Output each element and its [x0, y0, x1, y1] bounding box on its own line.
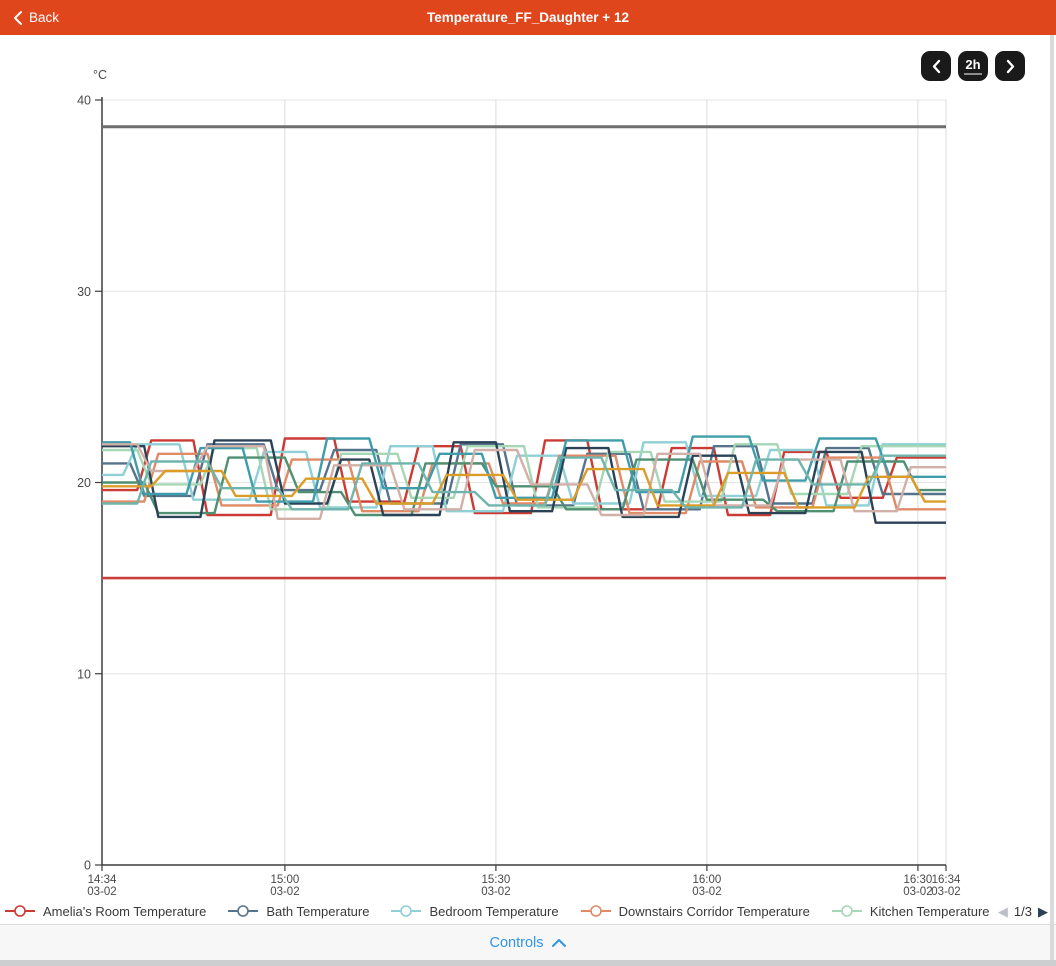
series-line: [102, 437, 946, 517]
series-line: [102, 443, 946, 511]
controls-toggle[interactable]: Controls: [490, 935, 567, 951]
x-tick-date: 03-02: [903, 886, 932, 898]
legend-items: Amelia's Room Temperature Bath Temperatur…: [0, 904, 994, 919]
range-duration-button[interactable]: 2h: [958, 51, 988, 81]
series-line: [102, 441, 946, 513]
x-tick-date: 03-02: [692, 886, 721, 898]
right-edge-strip: [1050, 35, 1054, 960]
legend-label: Kitchen Temperature: [869, 903, 990, 919]
y-tick-label: 30: [77, 285, 91, 299]
legend-item[interactable]: Kitchen Temperature: [831, 903, 990, 919]
range-next-button[interactable]: [995, 51, 1025, 81]
x-tick-time: 14:34: [88, 874, 117, 886]
y-tick-label: 10: [77, 667, 91, 681]
legend-marker-icon: [228, 905, 259, 917]
legend-page-indicator: 1/3: [1013, 903, 1032, 919]
x-tick-time: 16:30: [904, 874, 933, 886]
legend-label: Bedroom Temperature: [429, 903, 559, 919]
chevron-left-icon: [932, 59, 940, 73]
legend-item[interactable]: Bath Temperature: [228, 904, 369, 919]
y-tick-label: 40: [77, 94, 91, 108]
series-line: [102, 454, 946, 511]
x-tick-date: 03-02: [481, 886, 510, 898]
header-bar: Back Temperature_FF_Daughter + 12: [0, 0, 1056, 35]
range-selector: 2h: [921, 51, 1025, 81]
legend-marker-icon: [391, 905, 422, 917]
x-tick-date: 03-02: [87, 886, 116, 898]
controls-label: Controls: [489, 934, 544, 951]
legend-item[interactable]: Bedroom Temperature: [391, 903, 559, 919]
chart-legend: Amelia's Room Temperature Bath Temperatur…: [0, 898, 1056, 924]
legend-next-page-icon[interactable]: ▶: [1038, 903, 1048, 919]
legend-marker-icon: [5, 905, 35, 917]
legend-pagination: ◀ 1/3 ▶: [993, 903, 1056, 919]
legend-label: Downstairs Corridor Temperature: [618, 903, 810, 919]
y-tick-label: 20: [77, 476, 91, 490]
legend-item[interactable]: Downstairs Corridor Temperature: [580, 903, 810, 919]
range-duration-label: 2h: [964, 57, 982, 75]
legend-marker-icon: [580, 905, 611, 917]
y-tick-label: 0: [84, 859, 91, 873]
chevron-left-icon: [14, 10, 22, 25]
controls-bar: Controls: [0, 924, 1056, 960]
series-line: [102, 456, 946, 517]
legend-label: Amelia's Room Temperature: [43, 903, 207, 919]
x-tick-date: 03-02: [270, 886, 299, 898]
temperature-chart: 010203040°C14:3403-0215:0003-0215:3003-0…: [77, 68, 961, 898]
legend-prev-page-icon[interactable]: ◀: [997, 903, 1008, 919]
x-tick-time: 15:30: [482, 874, 511, 886]
page-title: Temperature_FF_Daughter + 12: [427, 10, 629, 25]
chart-section: 0 10 20 30 40 °C 14:34 03-02 15:00 03-02 15:30 03-0…: [0, 35, 1056, 898]
x-tick-time: 16:00: [693, 874, 722, 886]
back-button[interactable]: Back: [0, 0, 71, 35]
series-line: [102, 467, 946, 509]
legend-label: Bath Temperature: [266, 903, 370, 919]
bottom-edge-strip: [0, 960, 1056, 966]
chevron-up-icon: [551, 938, 566, 947]
x-tick-time: 15:00: [271, 874, 300, 886]
range-prev-button[interactable]: [921, 51, 951, 81]
x-tick-date: 03-02: [931, 886, 960, 898]
series-line: [102, 443, 946, 520]
legend-item[interactable]: Amelia's Room Temperature: [5, 904, 206, 919]
chevron-right-icon: [1006, 59, 1014, 73]
back-label: Back: [29, 10, 60, 25]
x-tick-time: 16:34: [932, 874, 961, 886]
legend-marker-icon: [831, 905, 862, 917]
y-axis-unit: °C: [93, 68, 107, 82]
